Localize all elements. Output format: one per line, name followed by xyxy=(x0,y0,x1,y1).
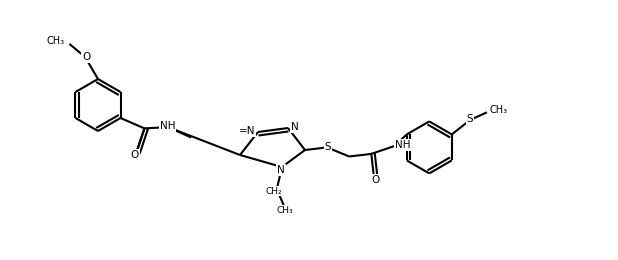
Text: O: O xyxy=(82,52,90,62)
Text: =N: =N xyxy=(239,126,255,136)
Text: N: N xyxy=(291,122,298,132)
Text: NH: NH xyxy=(160,121,176,131)
Text: O: O xyxy=(130,150,139,160)
Text: S: S xyxy=(467,114,473,124)
Text: CH₂: CH₂ xyxy=(266,187,282,196)
Text: S: S xyxy=(325,142,331,152)
Text: N: N xyxy=(277,165,285,175)
Text: CH₃: CH₃ xyxy=(490,105,508,115)
Text: O: O xyxy=(372,175,380,185)
Text: NH: NH xyxy=(395,140,411,150)
Text: CH₃: CH₃ xyxy=(276,206,293,215)
Text: CH₃: CH₃ xyxy=(46,36,64,46)
